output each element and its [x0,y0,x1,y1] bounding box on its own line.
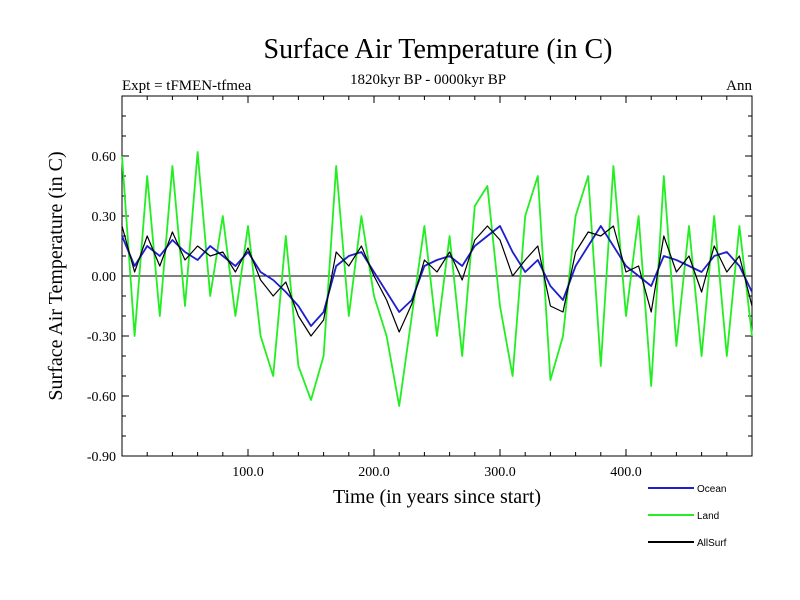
y-tick-label: -0.30 [87,330,116,345]
x-tick-label: 400.0 [610,465,642,480]
x-tick-label: 200.0 [358,465,390,480]
y-axis: -0.90 -0.60 -0.30 0.00 0.30 0.60 [87,95,752,465]
y-tick-label: -0.90 [87,450,116,465]
legend-label-allsurf: AllSurf [697,538,727,549]
x-axis: 100.0 200.0 300.0 400.0 [146,96,728,480]
legend: Ocean Land AllSurf [648,484,727,549]
series-line-land [121,151,753,407]
y-tick-label: 0.30 [92,210,117,225]
season-label: Ann [726,78,752,94]
chart-title: Surface Air Temperature (in C) [264,34,613,65]
experiment-label: Expt = tFMEN-tfmea [122,78,252,94]
y-axis-title: Surface Air Temperature (in C) [45,151,67,400]
period-label: 1820kyr BP - 0000kyr BP [350,72,506,88]
y-tick-label: 0.00 [92,270,117,285]
legend-label-land: Land [697,511,719,522]
series-line-allsurf [121,225,753,337]
legend-label-ocean: Ocean [697,484,726,495]
series-layer [121,151,753,407]
y-tick-label: 0.60 [92,150,117,165]
x-tick-label: 300.0 [484,465,516,480]
x-tick-label: 100.0 [232,465,264,480]
x-axis-title: Time (in years since start) [333,486,541,508]
y-tick-label: -0.60 [87,390,116,405]
